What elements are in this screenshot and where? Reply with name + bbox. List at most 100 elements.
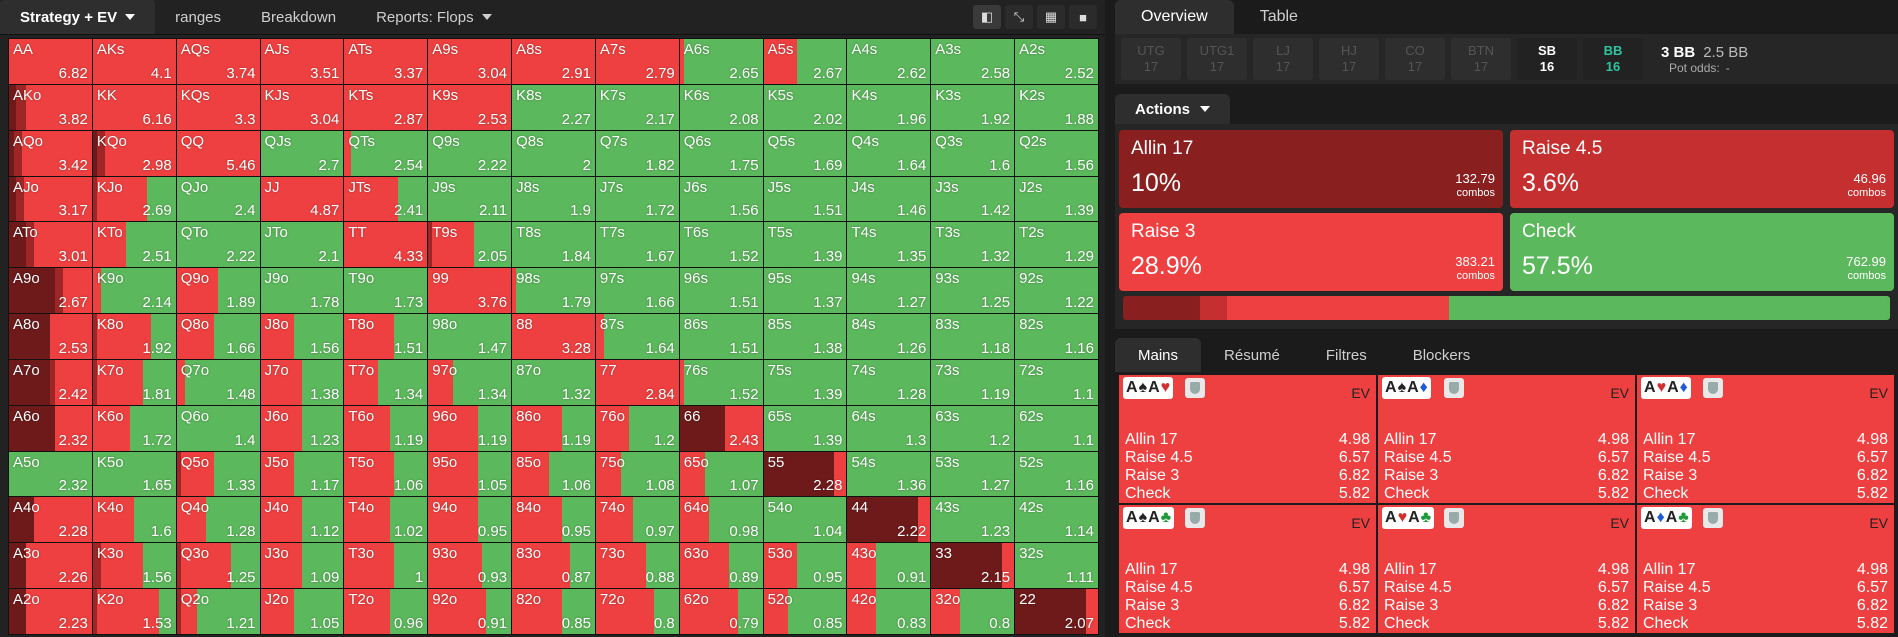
hand-cell[interactable]: Q2o 1.21 bbox=[176, 589, 260, 634]
hand-cell[interactable]: 92s 1.22 bbox=[1015, 268, 1098, 314]
hand-cell[interactable]: Q8o 1.66 bbox=[176, 314, 260, 359]
hand-cell[interactable]: 83s 1.18 bbox=[931, 314, 1015, 359]
hand-cell[interactable]: Q5o 1.33 bbox=[176, 451, 260, 497]
hand-cell[interactable]: AJo 3.17 bbox=[9, 176, 92, 222]
hand-cell[interactable]: K6o 1.72 bbox=[92, 405, 176, 451]
hand-cell[interactable]: JTs 2.41 bbox=[344, 176, 428, 222]
hand-cell[interactable]: 94o 0.95 bbox=[428, 497, 512, 543]
hand-cell[interactable]: J4s 1.46 bbox=[847, 176, 931, 222]
hand-cell[interactable]: T7s 1.67 bbox=[595, 222, 679, 268]
hand-cell[interactable]: Q3o 1.25 bbox=[176, 543, 260, 589]
hand-cell[interactable]: QTo 2.22 bbox=[176, 222, 260, 268]
hand-cell[interactable]: T2o 0.96 bbox=[344, 589, 428, 634]
combo-card[interactable]: A ♠ A ♦ EV Allin 17 4.98 Raise 4.5 6.57 Raise 3 6.… bbox=[1378, 375, 1635, 503]
hand-cell[interactable]: 75o 1.08 bbox=[595, 451, 679, 497]
hand-cell[interactable]: T6s 1.52 bbox=[679, 222, 763, 268]
hand-cell[interactable]: 62o 0.79 bbox=[679, 589, 763, 634]
hand-cell[interactable]: J3s 1.42 bbox=[931, 176, 1015, 222]
hand-cell[interactable]: J6s 1.56 bbox=[679, 176, 763, 222]
hand-cell[interactable]: Q2s 1.56 bbox=[1015, 130, 1098, 176]
hand-cell[interactable]: Q6o 1.4 bbox=[176, 405, 260, 451]
actions-dropdown[interactable]: Actions bbox=[1115, 94, 1231, 124]
hand-cell[interactable]: 84o 0.95 bbox=[512, 497, 595, 543]
hand-tab[interactable]: Filtres bbox=[1325, 346, 1367, 364]
hand-cell[interactable]: Q7s 1.82 bbox=[595, 130, 679, 176]
hand-cell[interactable]: 43s 1.23 bbox=[931, 497, 1015, 543]
hand-cell[interactable]: 93s 1.25 bbox=[931, 268, 1015, 314]
hand-cell[interactable]: 82s 1.16 bbox=[1015, 314, 1098, 359]
hand-cell[interactable]: Q4s 1.64 bbox=[847, 130, 931, 176]
hand-cell[interactable]: 84s 1.26 bbox=[847, 314, 931, 359]
position-btn[interactable]: BTN 17 bbox=[1451, 38, 1511, 80]
hand-cell[interactable]: 62s 1.1 bbox=[1015, 405, 1098, 451]
hand-cell[interactable]: Q6s 1.75 bbox=[679, 130, 763, 176]
toolbar-tab[interactable]: ranges bbox=[155, 0, 241, 34]
hand-cell[interactable]: 82o 0.85 bbox=[512, 589, 595, 634]
combo-card[interactable]: A ♠ A ♣ EV Allin 17 4.98 Raise 4.5 6.57 Raise 3 6.… bbox=[1119, 505, 1376, 633]
hand-cell[interactable]: K5o 1.65 bbox=[92, 451, 176, 497]
shield-icon[interactable] bbox=[1444, 508, 1464, 528]
compress-icon[interactable]: ⤡ bbox=[1005, 5, 1033, 29]
grid-icon[interactable]: ▦ bbox=[1037, 5, 1065, 29]
hand-cell[interactable]: 54o 1.04 bbox=[763, 497, 847, 543]
hand-cell[interactable]: AKo 3.82 bbox=[9, 84, 92, 130]
hand-cell[interactable]: J7s 1.72 bbox=[595, 176, 679, 222]
shield-icon[interactable] bbox=[1703, 508, 1723, 528]
hand-cell[interactable]: J7o 1.38 bbox=[260, 359, 344, 405]
hand-cell[interactable]: 33 2.15 bbox=[931, 543, 1015, 589]
hand-cell[interactable]: K8o 1.92 bbox=[92, 314, 176, 359]
hand-cell[interactable]: A3s 2.58 bbox=[931, 39, 1015, 84]
shield-icon[interactable] bbox=[1185, 378, 1205, 398]
hand-tab[interactable]: Blockers bbox=[1412, 346, 1471, 364]
hand-cell[interactable]: KK 6.16 bbox=[92, 84, 176, 130]
hand-cell[interactable]: Q5s 1.69 bbox=[763, 130, 847, 176]
hand-cell[interactable]: 74o 0.97 bbox=[595, 497, 679, 543]
hand-cell[interactable]: A4s 2.62 bbox=[847, 39, 931, 84]
hand-cell[interactable]: 76o 1.2 bbox=[595, 405, 679, 451]
hand-cell[interactable]: 42s 1.14 bbox=[1015, 497, 1098, 543]
hand-cell[interactable]: KQo 2.98 bbox=[92, 130, 176, 176]
hand-cell[interactable]: T9s 2.05 bbox=[428, 222, 512, 268]
hand-cell[interactable]: 52s 1.16 bbox=[1015, 451, 1098, 497]
position-hj[interactable]: HJ 17 bbox=[1319, 38, 1379, 80]
hand-cell[interactable]: A2o 2.23 bbox=[9, 589, 92, 634]
hand-cell[interactable]: JTo 2.1 bbox=[260, 222, 344, 268]
hand-cell[interactable]: ATo 3.01 bbox=[9, 222, 92, 268]
combo-card[interactable]: A ♥ A ♦ EV Allin 17 4.98 Raise 4.5 6.57 Raise 3 6.… bbox=[1637, 375, 1894, 503]
hand-cell[interactable]: 86o 1.19 bbox=[512, 405, 595, 451]
hand-cell[interactable]: 96o 1.19 bbox=[428, 405, 512, 451]
hand-cell[interactable]: QJs 2.7 bbox=[260, 130, 344, 176]
action-card[interactable]: Allin 17 10% 132.79 combos bbox=[1119, 130, 1503, 208]
hand-cell[interactable]: 98o 1.47 bbox=[428, 314, 512, 359]
hand-cell[interactable]: K4o 1.6 bbox=[92, 497, 176, 543]
hand-cell[interactable]: T9o 1.73 bbox=[344, 268, 428, 314]
hand-cell[interactable]: J2o 1.05 bbox=[260, 589, 344, 634]
hand-cell[interactable]: T3s 1.32 bbox=[931, 222, 1015, 268]
hand-cell[interactable]: 52o 0.85 bbox=[763, 589, 847, 634]
hand-cell[interactable]: 66 2.43 bbox=[679, 405, 763, 451]
hand-cell[interactable]: K3s 1.92 bbox=[931, 84, 1015, 130]
hand-cell[interactable]: A9s 3.04 bbox=[428, 39, 512, 84]
position-sb[interactable]: SB 16 bbox=[1517, 38, 1577, 80]
hand-cell[interactable]: K6s 2.08 bbox=[679, 84, 763, 130]
hand-cell[interactable]: 76s 1.52 bbox=[679, 359, 763, 405]
hand-cell[interactable]: A9o 2.67 bbox=[9, 268, 92, 314]
toolbar-tab[interactable]: Breakdown bbox=[241, 0, 356, 34]
action-card[interactable]: Raise 3 28.9% 383.21 combos bbox=[1119, 213, 1503, 291]
hand-cell[interactable]: 74s 1.28 bbox=[847, 359, 931, 405]
combo-card[interactable]: A ♠ A ♥ EV Allin 17 4.98 Raise 4.5 6.57 Raise 3 6.… bbox=[1119, 375, 1376, 503]
shield-icon[interactable] bbox=[1185, 508, 1205, 528]
hand-cell[interactable]: 87o 1.32 bbox=[512, 359, 595, 405]
hand-cell[interactable]: K3o 1.56 bbox=[92, 543, 176, 589]
hand-cell[interactable]: A5s 2.67 bbox=[763, 39, 847, 84]
hand-cell[interactable]: K9o 2.14 bbox=[92, 268, 176, 314]
hand-cell[interactable]: J3o 1.09 bbox=[260, 543, 344, 589]
hand-cell[interactable]: 88 3.28 bbox=[512, 314, 595, 359]
square-icon[interactable]: ■ bbox=[1069, 5, 1097, 29]
hand-cell[interactable]: 53o 0.95 bbox=[763, 543, 847, 589]
hand-cell[interactable]: T7o 1.34 bbox=[344, 359, 428, 405]
hand-cell[interactable]: QQ 5.46 bbox=[176, 130, 260, 176]
hand-cell[interactable]: 95s 1.37 bbox=[763, 268, 847, 314]
hand-cell[interactable]: KQs 3.3 bbox=[176, 84, 260, 130]
hand-cell[interactable]: J8s 1.9 bbox=[512, 176, 595, 222]
